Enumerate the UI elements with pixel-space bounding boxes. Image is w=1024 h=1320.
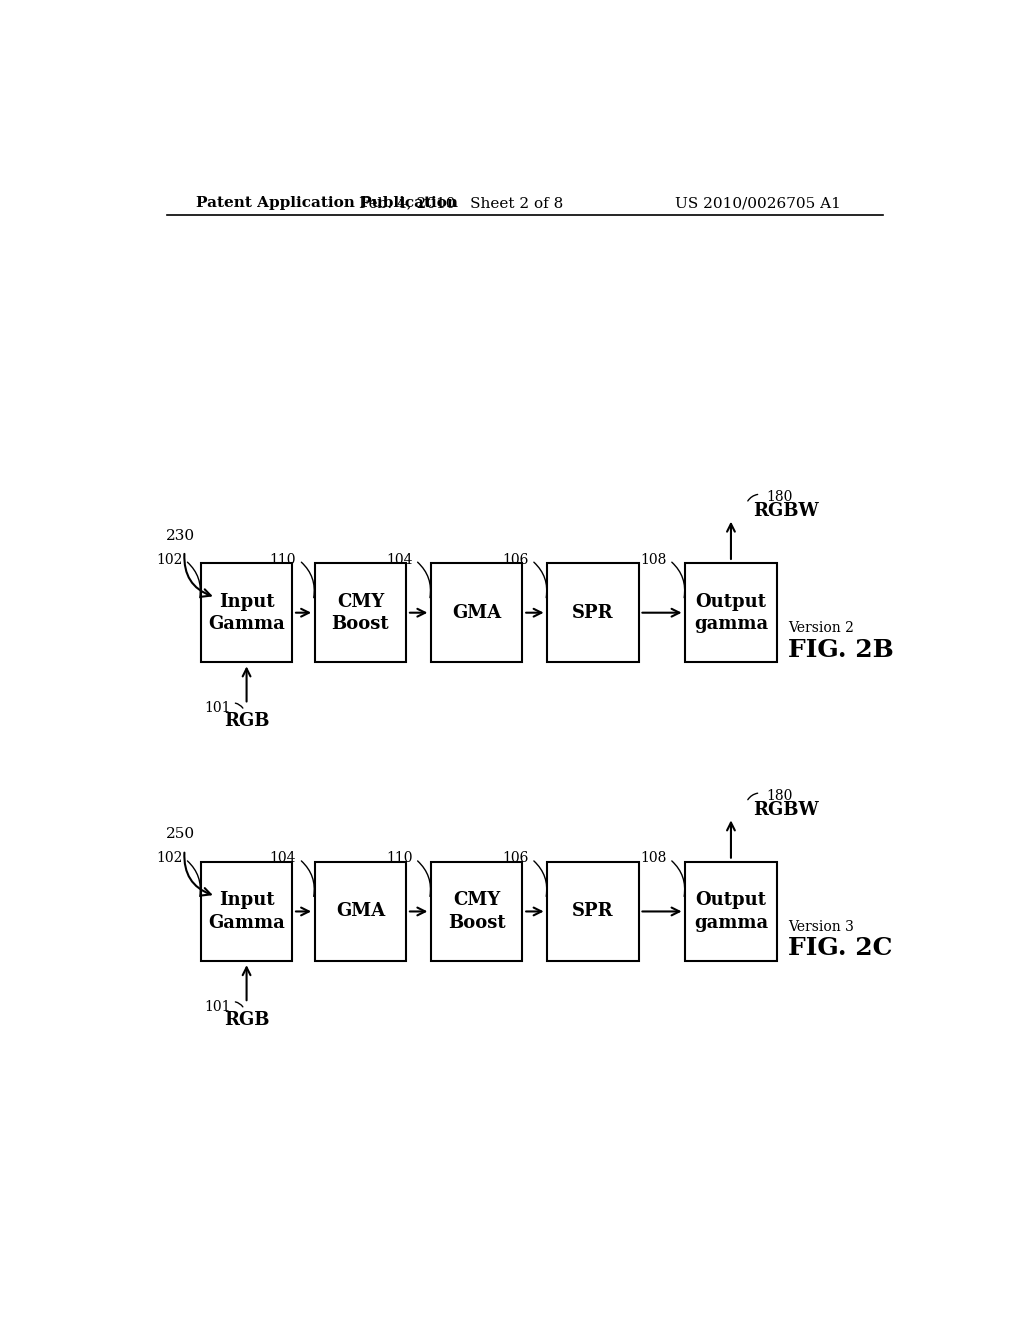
Text: SPR: SPR bbox=[572, 603, 613, 622]
Text: CMY
Boost: CMY Boost bbox=[447, 891, 506, 932]
Bar bbox=[685, 862, 776, 961]
Text: 102: 102 bbox=[156, 553, 182, 566]
Text: 180: 180 bbox=[766, 490, 793, 504]
Bar bbox=[431, 564, 522, 663]
Bar bbox=[547, 862, 639, 961]
Text: Feb. 4, 2010   Sheet 2 of 8: Feb. 4, 2010 Sheet 2 of 8 bbox=[359, 197, 563, 210]
Text: Input
Gamma: Input Gamma bbox=[208, 891, 285, 932]
Bar bbox=[685, 564, 776, 663]
Bar bbox=[201, 564, 292, 663]
Text: FIG. 2C: FIG. 2C bbox=[788, 936, 893, 961]
Text: 108: 108 bbox=[640, 553, 667, 566]
Bar bbox=[314, 862, 407, 961]
Text: RGBW: RGBW bbox=[753, 801, 818, 818]
Bar bbox=[314, 564, 407, 663]
Text: RGB: RGB bbox=[224, 1011, 269, 1030]
Text: 108: 108 bbox=[640, 851, 667, 866]
Text: Output
gamma: Output gamma bbox=[694, 593, 768, 632]
Text: Input
Gamma: Input Gamma bbox=[208, 593, 285, 632]
Text: SPR: SPR bbox=[572, 903, 613, 920]
Text: 230: 230 bbox=[166, 529, 196, 543]
Text: 104: 104 bbox=[386, 553, 413, 566]
Text: US 2010/0026705 A1: US 2010/0026705 A1 bbox=[675, 197, 841, 210]
Text: CMY
Boost: CMY Boost bbox=[332, 593, 389, 632]
Text: 102: 102 bbox=[156, 851, 182, 866]
Text: Version 3: Version 3 bbox=[788, 920, 854, 933]
Bar bbox=[431, 862, 522, 961]
Text: 106: 106 bbox=[503, 851, 528, 866]
Text: GMA: GMA bbox=[336, 903, 385, 920]
Text: 110: 110 bbox=[386, 851, 413, 866]
Text: 106: 106 bbox=[503, 553, 528, 566]
Bar bbox=[201, 862, 292, 961]
Text: 110: 110 bbox=[269, 553, 296, 566]
Text: Patent Application Publication: Patent Application Publication bbox=[197, 197, 458, 210]
Text: RGBW: RGBW bbox=[753, 502, 818, 520]
Text: FIG. 2B: FIG. 2B bbox=[788, 638, 894, 661]
Text: 104: 104 bbox=[269, 851, 296, 866]
Bar bbox=[547, 564, 639, 663]
Text: 250: 250 bbox=[166, 828, 196, 841]
Text: GMA: GMA bbox=[453, 603, 502, 622]
Text: Version 2: Version 2 bbox=[788, 622, 854, 635]
Text: 180: 180 bbox=[766, 789, 793, 803]
Text: 101: 101 bbox=[205, 701, 231, 715]
Text: Output
gamma: Output gamma bbox=[694, 891, 768, 932]
Text: RGB: RGB bbox=[224, 713, 269, 730]
Text: 101: 101 bbox=[205, 1001, 231, 1014]
